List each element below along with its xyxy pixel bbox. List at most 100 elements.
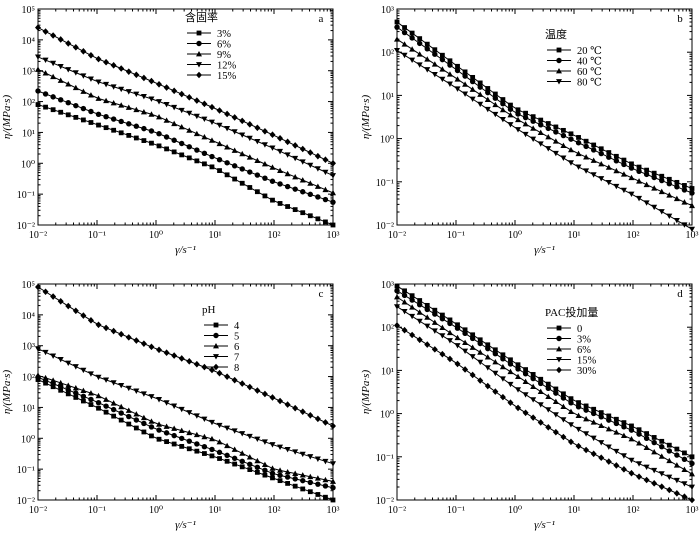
data-point — [110, 116, 117, 122]
legend-marker — [556, 79, 562, 85]
data-point — [621, 161, 627, 168]
data-point — [193, 113, 200, 120]
data-point — [394, 283, 400, 289]
legend-label: 20 ℃ — [577, 46, 602, 57]
data-point — [141, 429, 147, 435]
legend-marker — [556, 366, 562, 374]
data-point — [499, 393, 506, 401]
data-point — [209, 164, 215, 170]
data-point — [72, 385, 79, 391]
data-point — [409, 331, 416, 339]
data-point — [246, 154, 253, 160]
data-point — [231, 147, 238, 153]
data-point — [552, 150, 559, 157]
legend-title: 含固率 — [185, 10, 218, 24]
data-point — [65, 40, 72, 47]
series-5 — [35, 283, 336, 430]
data-point — [50, 293, 57, 300]
data-point — [454, 76, 461, 82]
data-point — [545, 424, 552, 431]
legend-label: 15% — [577, 356, 597, 367]
data-point — [42, 28, 49, 35]
data-point — [515, 373, 522, 379]
data-point — [284, 447, 291, 453]
data-point — [80, 105, 87, 112]
data-point — [292, 476, 298, 482]
data-point — [126, 121, 132, 127]
legend-marker — [556, 335, 562, 342]
data-point — [394, 36, 400, 42]
data-point — [80, 73, 87, 79]
data-point — [477, 101, 484, 108]
data-point — [110, 100, 117, 106]
data-point — [462, 81, 469, 87]
data-point — [118, 383, 125, 389]
data-point — [35, 372, 41, 378]
data-point — [462, 339, 469, 345]
data-point — [156, 113, 163, 120]
data-point — [477, 340, 483, 347]
data-point — [659, 177, 665, 184]
data-point — [80, 312, 87, 319]
data-point — [140, 340, 147, 347]
data-point — [247, 185, 253, 190]
data-point — [88, 396, 94, 403]
legend-label: 80 ℃ — [577, 78, 602, 89]
data-point — [538, 122, 544, 128]
data-point — [178, 355, 185, 362]
data-point — [292, 155, 299, 162]
data-point — [35, 102, 41, 107]
data-point — [178, 124, 185, 130]
data-point — [447, 320, 453, 327]
data-point — [232, 461, 238, 467]
y-tick-label: 10¹ — [381, 366, 394, 377]
series-4 — [394, 304, 695, 490]
data-point — [658, 453, 665, 459]
series-2 — [394, 24, 695, 196]
data-point — [224, 442, 231, 449]
series-line — [37, 348, 334, 465]
data-point — [292, 404, 299, 412]
data-point — [522, 121, 529, 127]
data-point — [553, 124, 559, 130]
data-point — [636, 440, 643, 446]
data-point — [65, 100, 71, 106]
data-point — [447, 317, 453, 323]
data-point — [674, 452, 680, 458]
data-point — [575, 140, 582, 146]
data-point — [598, 410, 604, 415]
series-line — [396, 49, 693, 230]
data-point — [499, 106, 506, 113]
data-point — [299, 451, 306, 458]
data-point — [58, 387, 64, 393]
data-point — [568, 131, 574, 137]
data-point — [171, 425, 178, 431]
data-point — [439, 350, 446, 358]
data-point — [314, 475, 321, 481]
data-point — [307, 411, 314, 419]
data-point — [216, 140, 223, 147]
data-point — [330, 159, 336, 167]
data-point — [628, 469, 635, 477]
data-point — [689, 484, 695, 490]
data-point — [323, 219, 328, 225]
data-point — [674, 184, 680, 190]
data-point — [530, 375, 536, 382]
data-point — [261, 142, 268, 148]
data-point — [118, 65, 125, 72]
x-axis-label: γ/s⁻¹ — [534, 519, 555, 531]
data-point — [103, 377, 110, 383]
data-point — [454, 334, 461, 341]
data-point — [469, 96, 476, 103]
data-point — [216, 107, 223, 114]
data-point — [492, 358, 499, 365]
series-line — [396, 306, 693, 488]
data-point — [50, 32, 57, 39]
data-point — [598, 150, 604, 157]
data-point — [57, 379, 64, 386]
data-point — [553, 390, 559, 396]
legend-label: 6 — [234, 342, 239, 353]
data-point — [307, 454, 314, 460]
data-point — [133, 337, 140, 344]
data-point — [484, 382, 491, 390]
